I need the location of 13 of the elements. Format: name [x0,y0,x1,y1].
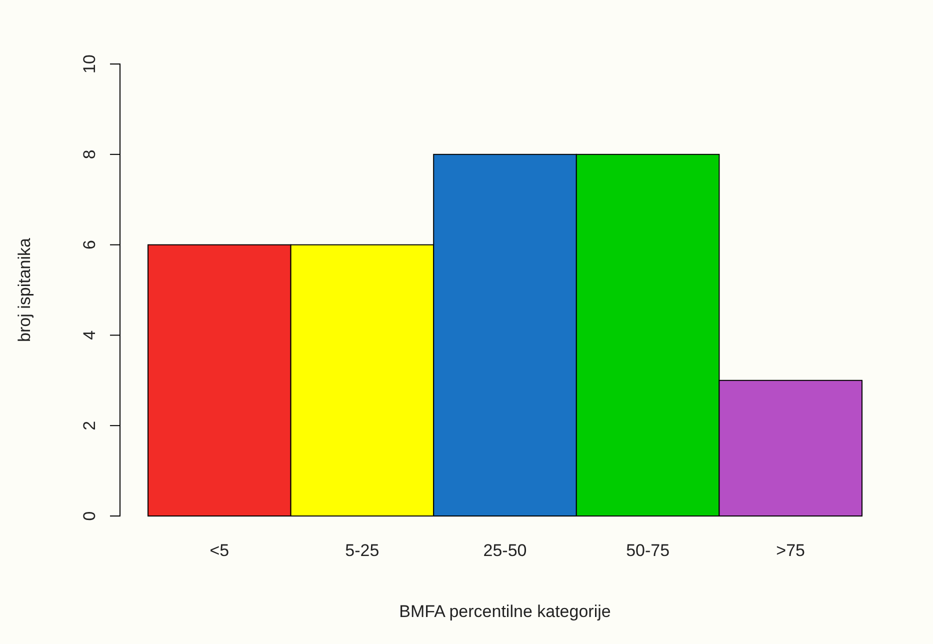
y-tick-label: 0 [80,511,99,521]
x-tick-label: <5 [210,541,230,560]
y-tick-label: 8 [80,150,99,160]
y-tick-label: 10 [80,54,99,74]
y-tick-label: 4 [80,330,99,340]
x-axis-title: BMFA percentilne kategorije [399,602,611,621]
y-tick-label: 6 [80,240,99,250]
y-axis-title: broj ispitanika [15,237,34,342]
y-tick-label: 2 [80,420,99,430]
x-tick-label: 25-50 [483,541,527,560]
x-tick-label: 5-25 [345,541,380,560]
x-tick-label: 50-75 [626,541,670,560]
x-tick-label: >75 [776,541,806,560]
